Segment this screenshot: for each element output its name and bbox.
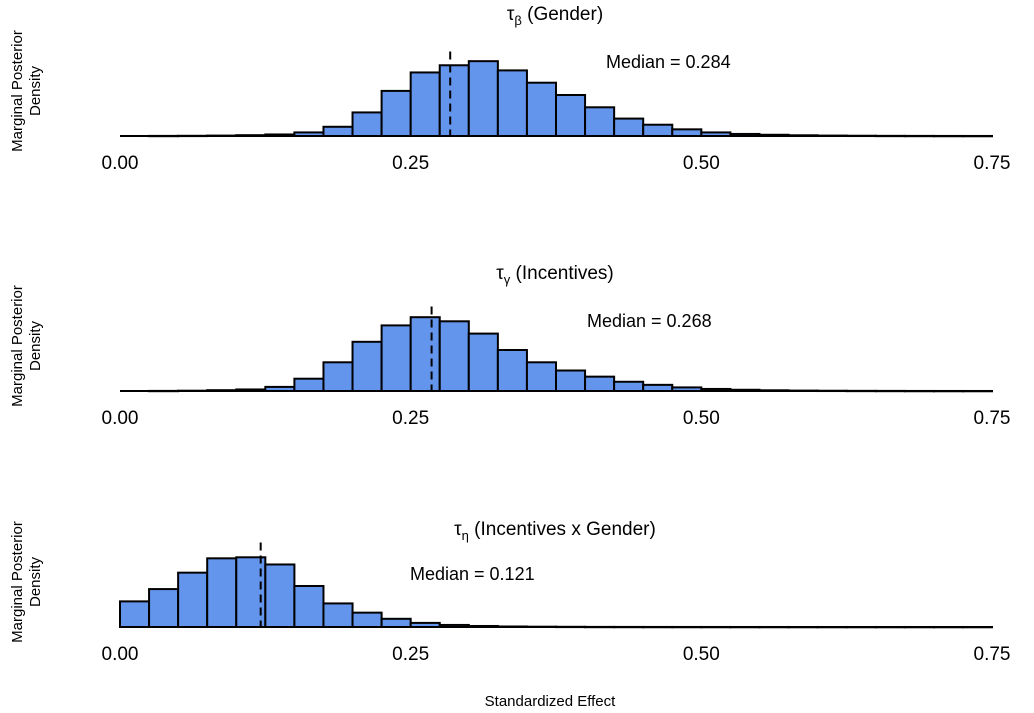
title-subscript: γ	[504, 272, 511, 287]
histogram-bar	[555, 94, 587, 137]
histogram-bar	[148, 588, 180, 629]
x-tick-label: 0.25	[392, 408, 429, 429]
median-label: Median = 0.268	[587, 311, 712, 331]
x-tick-label: 0.75	[974, 408, 1011, 429]
panel-title: τη (Incentives x Gender)	[454, 519, 656, 543]
x-tick-label: 0.50	[683, 408, 720, 429]
histogram-bar	[613, 380, 645, 392]
panel-title: τγ (Incentives)	[496, 263, 614, 287]
y-axis-label: Marginal PosteriorDensity	[9, 285, 44, 407]
histogram-bar	[351, 111, 383, 137]
histogram-bar	[177, 571, 209, 628]
y-axis-label-line-1: Marginal Posterior	[9, 521, 26, 643]
histogram-bar	[264, 563, 296, 628]
histogram-bar	[322, 602, 354, 628]
y-axis-label: Marginal PosteriorDensity	[9, 30, 44, 152]
x-tick-label: 0.00	[102, 153, 139, 174]
histogram-bar	[235, 556, 267, 628]
histogram-bar	[322, 125, 354, 137]
histogram-bar	[351, 611, 383, 629]
histogram-bar	[467, 332, 499, 393]
x-tick-label: 0.75	[974, 153, 1011, 174]
histogram-bars	[148, 316, 993, 393]
x-tick-label: 0.50	[683, 153, 720, 174]
panel-title: τβ (Gender)	[507, 4, 603, 28]
panel-2: Marginal PosteriorDensity τγ (Incentives)…	[9, 263, 1010, 429]
title-symbol: τ	[507, 4, 515, 25]
histogram-bar	[351, 340, 383, 392]
histogram-bar	[584, 375, 616, 392]
histogram-bar	[380, 617, 412, 628]
histogram-bar	[613, 117, 645, 138]
histogram-bar	[322, 361, 354, 392]
y-axis-label-line-1: Marginal Posterior	[9, 30, 26, 152]
y-axis-label-line-2: Density	[27, 65, 44, 116]
histogram-bar	[438, 320, 470, 392]
x-tick-label: 0.50	[683, 644, 720, 665]
x-tick-label: 0.25	[392, 153, 429, 174]
x-tick-label: 0.00	[102, 644, 139, 665]
histogram-bars	[119, 556, 993, 629]
y-axis-label-line-2: Density	[27, 320, 44, 371]
histogram-bars	[148, 60, 993, 138]
x-tick-label: 0.00	[102, 408, 139, 429]
histogram-bar	[555, 369, 587, 392]
histogram-bar	[467, 60, 499, 137]
title-text: (Incentives x Gender)	[469, 519, 656, 540]
title-text: (Incentives)	[510, 263, 613, 284]
histogram-bar	[409, 316, 441, 393]
panel-1: Marginal PosteriorDensity τβ (Gender) Medi…	[9, 4, 1010, 174]
histogram-bar	[206, 557, 238, 629]
histogram-bar	[293, 377, 325, 393]
histogram-bar	[119, 600, 151, 629]
histogram-bar	[496, 69, 528, 137]
histogram-bar	[525, 361, 557, 392]
title-subscript: η	[462, 528, 469, 543]
title-subscript: β	[514, 13, 521, 28]
y-axis-label-line-1: Marginal Posterior	[9, 285, 26, 407]
histogram-bar	[525, 81, 557, 137]
histogram-bar	[584, 106, 616, 138]
title-text: (Gender)	[522, 4, 603, 25]
median-label: Median = 0.121	[410, 564, 535, 584]
histogram-bar	[496, 349, 528, 392]
x-tick-label: 0.25	[392, 644, 429, 665]
x-tick-label: 0.75	[974, 644, 1011, 665]
histogram-bar	[380, 89, 412, 137]
histogram-bar	[380, 324, 412, 392]
median-label: Median = 0.284	[606, 52, 731, 72]
histogram-bar	[642, 123, 674, 138]
title-symbol: τ	[454, 519, 462, 540]
title-symbol: τ	[496, 263, 504, 284]
histogram-bar	[409, 71, 441, 137]
y-axis-label: Marginal PosteriorDensity	[9, 521, 44, 643]
histogram-bar	[293, 585, 325, 628]
panel-3: Marginal PosteriorDensity τη (Incentives …	[9, 519, 1010, 665]
x-axis-label: Standardized Effect	[485, 693, 616, 710]
histogram-bar	[438, 64, 470, 137]
y-axis-label-line-2: Density	[27, 556, 44, 607]
